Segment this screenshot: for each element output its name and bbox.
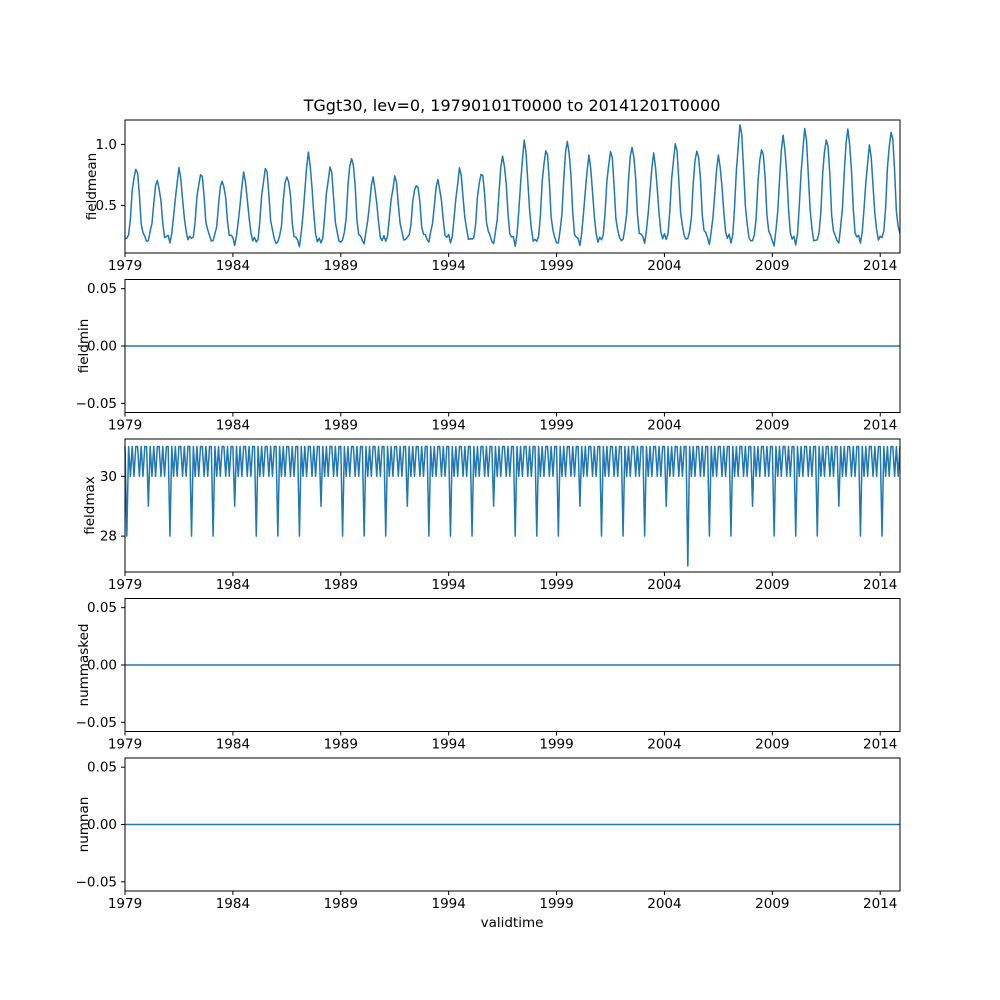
ylabel-fieldmax: fieldmax <box>82 476 98 535</box>
subplot-fieldmin: 0.05 0.00 −0.05 1979 1984 1989 1994 1999 2004 200… <box>76 279 901 434</box>
x-tick-label: 1994 <box>431 418 465 434</box>
y-tick-label: 0.05 <box>87 760 117 776</box>
x-tick-label: 2004 <box>647 258 681 274</box>
y-tick-label: 28 <box>100 529 117 545</box>
x-tick-label: 1989 <box>324 418 358 434</box>
x-tick-label: 2014 <box>863 577 897 593</box>
ylabel-fieldmean: fieldmean <box>84 153 100 220</box>
x-tick-label: 1994 <box>431 737 465 753</box>
y-tick-label: 0.05 <box>87 281 117 297</box>
x-tick-label: 2004 <box>647 737 681 753</box>
x-tick-label: 2004 <box>647 418 681 434</box>
y-tick-label: −0.05 <box>76 396 117 412</box>
x-tick-label: 1989 <box>324 258 358 274</box>
x-tick-label: 1999 <box>539 577 573 593</box>
x-tick-label: 1984 <box>216 258 250 274</box>
x-tick-label: 2009 <box>755 737 789 753</box>
y-tick-label: −0.05 <box>76 874 117 890</box>
x-tick-label: 2014 <box>863 896 897 912</box>
fieldmean-line <box>124 124 901 248</box>
x-tick-label: 1979 <box>108 258 142 274</box>
x-tick-label: 2014 <box>863 737 897 753</box>
y-tick-label: 0.05 <box>87 600 117 616</box>
y-tick-label: 0.00 <box>87 339 117 355</box>
y-tick-label: 30 <box>100 469 117 485</box>
axes-frame <box>124 119 901 254</box>
x-tick-label: 1979 <box>108 577 142 593</box>
x-tick-label: 1984 <box>216 577 250 593</box>
x-tick-label: 2004 <box>647 577 681 593</box>
y-tick-label: 0.00 <box>87 817 117 833</box>
x-tick-label: 1999 <box>539 258 573 274</box>
subplot-nummasked: 0.05 0.00 −0.05 1979 1984 1989 1994 1999 2004 200… <box>76 598 901 753</box>
x-tick-label: 1999 <box>539 737 573 753</box>
subplot-fieldmean: 0.5 1.0 1979 1984 1989 1994 1999 2004 2009 2014 <box>96 119 901 274</box>
x-tick-label: 1994 <box>431 577 465 593</box>
axes-frame <box>124 438 901 573</box>
x-tick-label: 1999 <box>539 896 573 912</box>
x-tick-label: 1979 <box>108 737 142 753</box>
ylabel-numnan: numnan <box>76 797 92 853</box>
x-tick-label: 2014 <box>863 418 897 434</box>
x-tick-label: 1989 <box>324 896 358 912</box>
y-tick-label: 0.5 <box>96 198 117 214</box>
y-tick-label: 1.0 <box>96 137 117 153</box>
x-tick-label: 1999 <box>539 418 573 434</box>
x-tick-label: 1994 <box>431 258 465 274</box>
ylabel-nummasked: nummasked <box>76 624 92 707</box>
x-tick-label: 1979 <box>108 418 142 434</box>
x-tick-label: 1984 <box>216 737 250 753</box>
x-tick-label: 2009 <box>755 577 789 593</box>
x-tick-label: 1979 <box>108 896 142 912</box>
x-tick-label: 2014 <box>863 258 897 274</box>
fieldmax-line <box>124 445 901 567</box>
y-tick-label: 0.00 <box>87 658 117 674</box>
x-tick-label: 2009 <box>755 418 789 434</box>
subplot-numnan: 0.05 0.00 −0.05 1979 1984 1989 1994 1999 2004 200… <box>76 757 901 912</box>
x-tick-label: 1984 <box>216 418 250 434</box>
y-tick-label: −0.05 <box>76 715 117 731</box>
x-tick-label: 2004 <box>647 896 681 912</box>
x-tick-label: 1989 <box>324 737 358 753</box>
chart-title: TGgt30, lev=0, 19790101T0000 to 20141201… <box>303 96 721 115</box>
subplot-fieldmax: 28 30 1979 1984 1989 1994 1999 2004 2009 2014 <box>100 438 901 593</box>
ylabel-fieldmin: fieldmin <box>76 319 92 374</box>
x-tick-label: 2009 <box>755 896 789 912</box>
x-tick-label: 1984 <box>216 896 250 912</box>
x-tick-label: 2009 <box>755 258 789 274</box>
x-tick-label: 1989 <box>324 577 358 593</box>
x-axis-label: validtime <box>481 915 544 931</box>
x-tick-label: 1994 <box>431 896 465 912</box>
